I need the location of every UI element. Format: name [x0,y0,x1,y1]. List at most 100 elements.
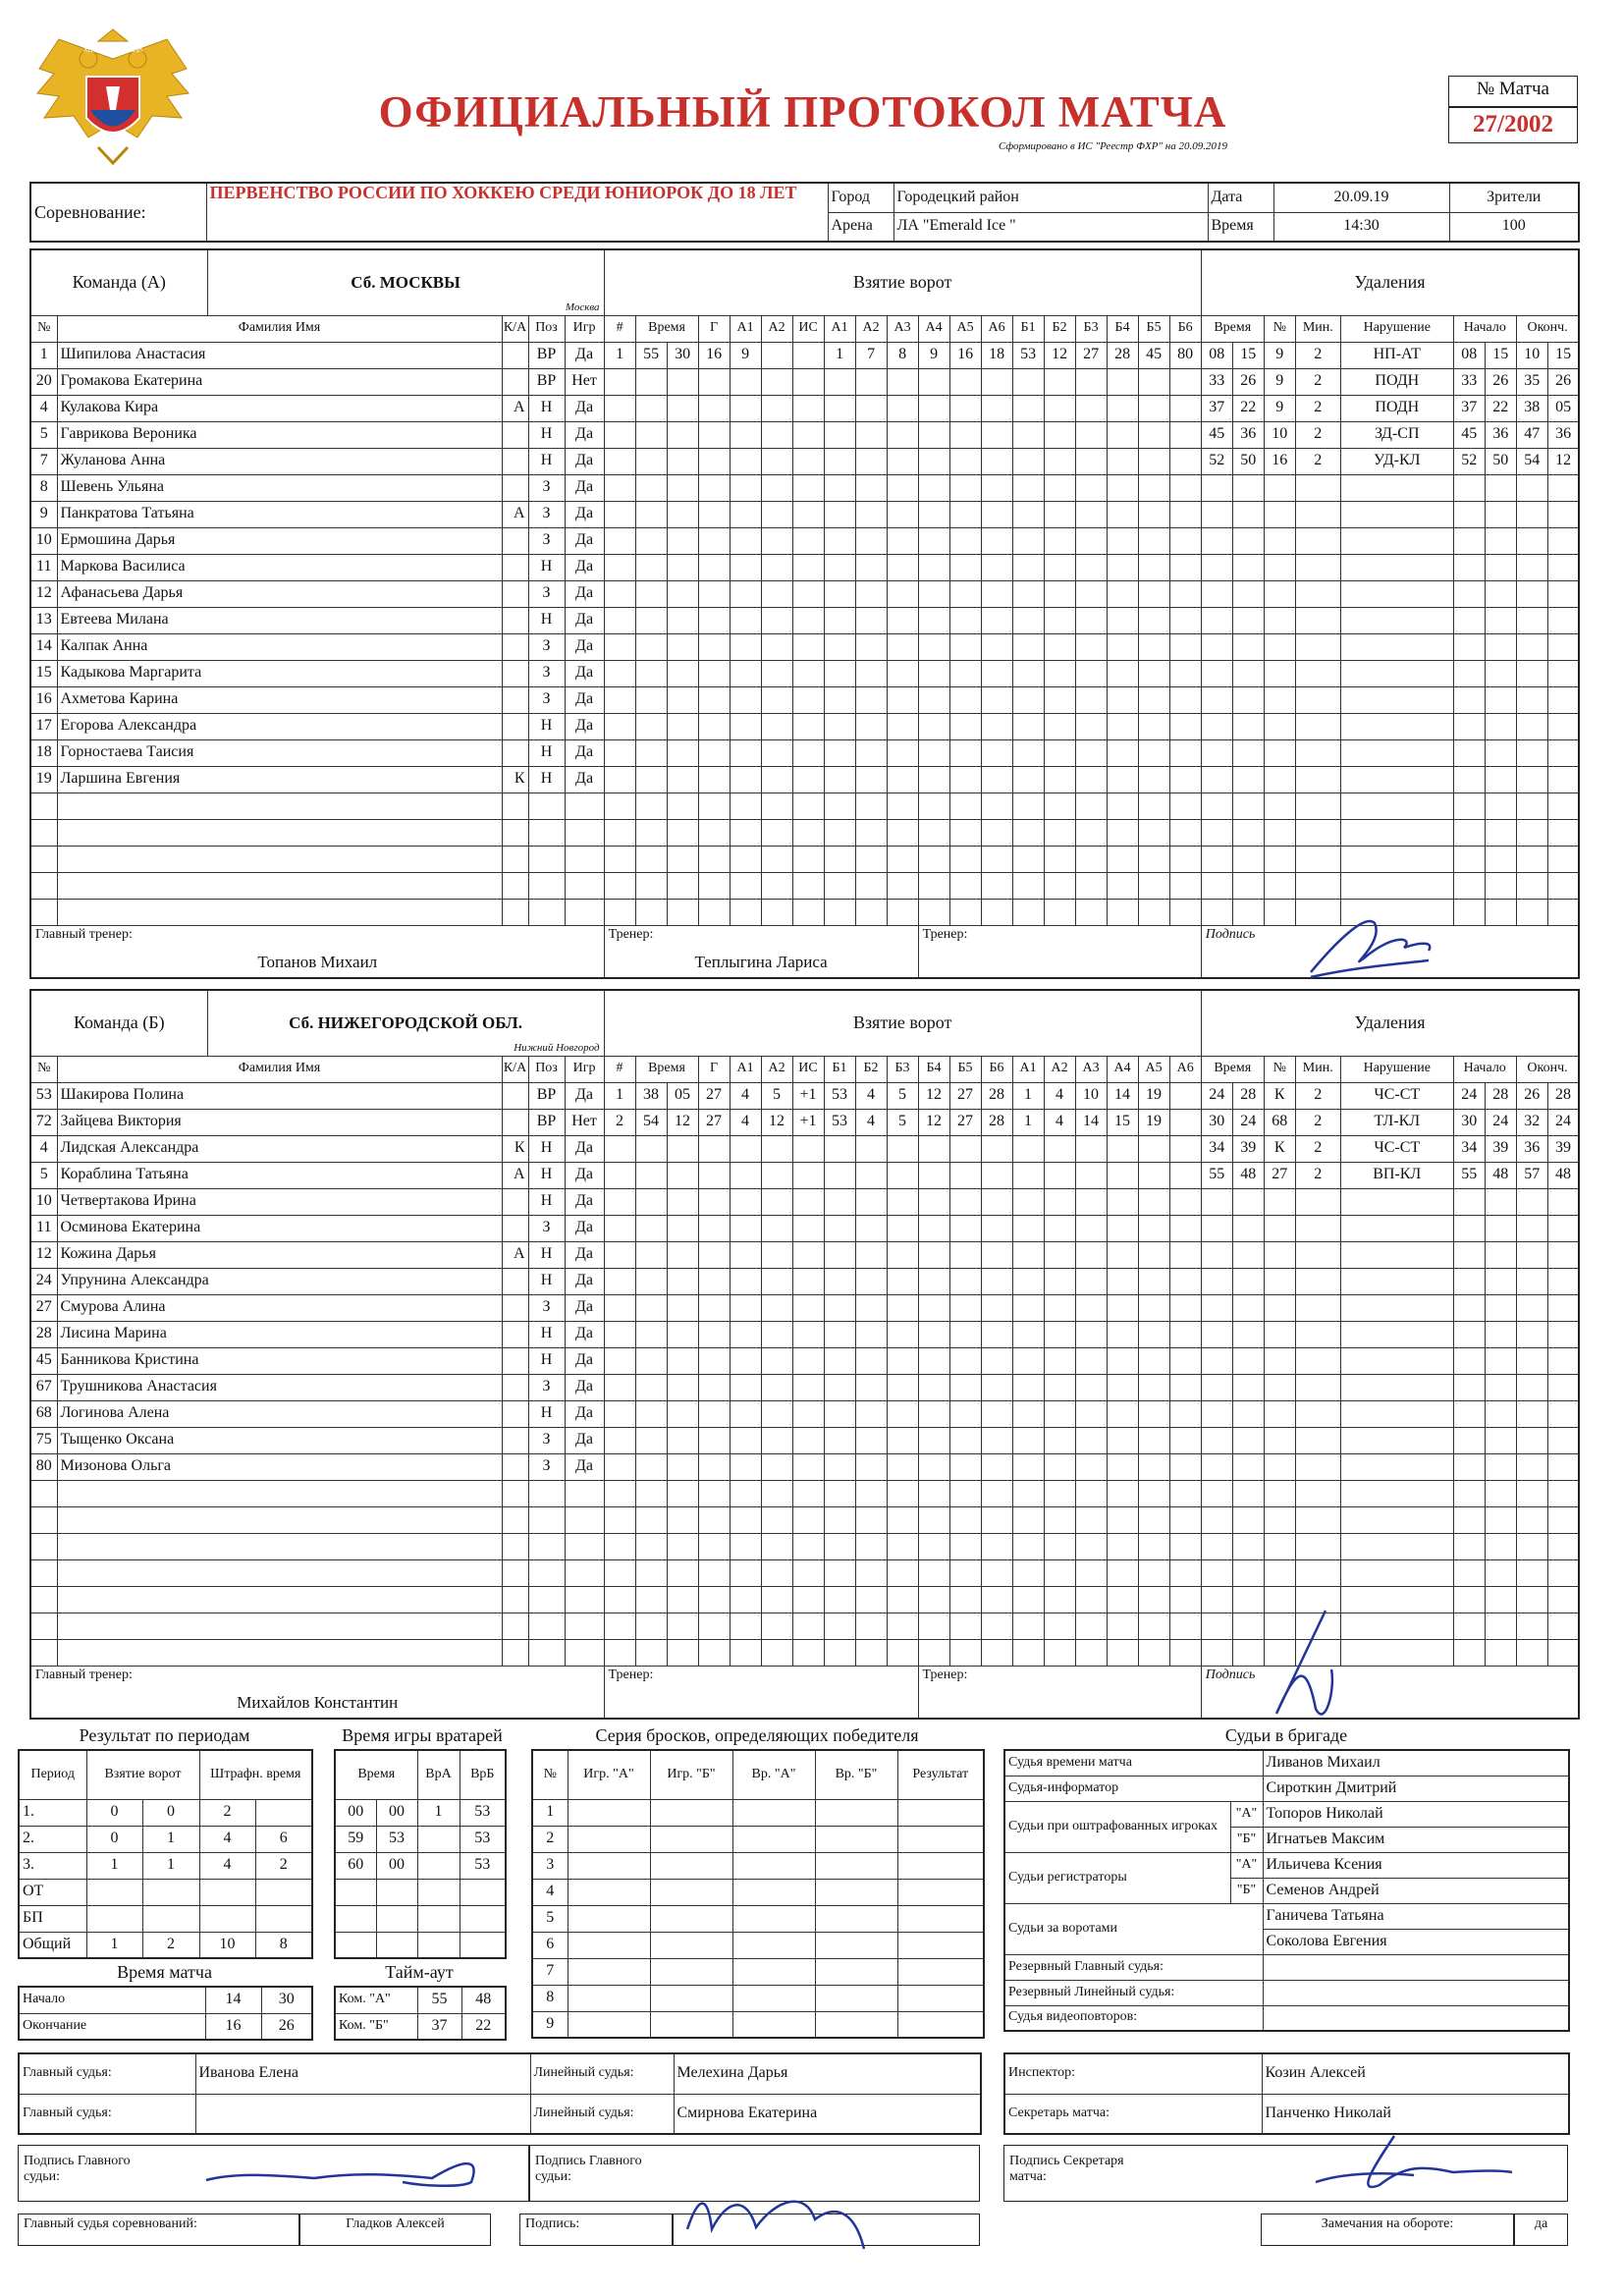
penalty-cell [1484,606,1517,634]
goal-cell [917,1320,950,1348]
goal-cell: 27 [948,1081,982,1110]
player-position: ВР [527,1081,566,1110]
attempt-number: 9 [531,2010,568,2039]
penalty-cell [1294,765,1341,793]
penalty-cell [1546,1320,1580,1348]
goal-cell [917,1267,950,1295]
penalty-cell: 28 [1546,1081,1580,1110]
player-played: Нет [564,367,605,396]
player-position: Н [527,394,566,422]
penalty-cell [1231,526,1265,555]
goal-cell [886,792,919,820]
goal-cell [1043,659,1076,687]
goalie-value: 53 [459,1825,507,1853]
player-position: ВР [527,367,566,396]
penalty-cell [1484,1240,1517,1269]
goal-cell: 19 [1137,1108,1170,1136]
player-role: А [501,1161,529,1189]
sign-area [673,2214,980,2246]
goal-cell [948,553,982,581]
player-position: З [527,526,566,555]
shootout-cell [731,1825,816,1853]
signature-box: Подпись Главного судьи: [529,2145,980,2202]
player-position: З [527,632,566,661]
penalty-cell: 15 [1231,341,1265,369]
table-row: ОТ [18,1878,313,1906]
goal-cell [1011,606,1045,634]
goal-cell [634,1373,668,1401]
penalty-cell: 2 [1294,447,1341,475]
penalty-cell: 24 [1200,1081,1233,1110]
penalty-cell: 39 [1484,1134,1517,1163]
table-row: Соколова Евгения [1004,1928,1570,1955]
goal-cell [854,1426,888,1454]
goal-cell [697,1452,731,1481]
goal-cell [1106,1612,1139,1640]
penalty-cell [1294,845,1341,873]
shootout-cell [649,1851,733,1880]
timeouts-cell: 48 [460,1986,507,2014]
goal-cell [1106,1161,1139,1189]
goal-cell [1074,526,1108,555]
goal-cell [980,1373,1013,1401]
goal-cell: 1 [603,1081,636,1110]
goal-cell [886,579,919,608]
penalty-cell [1294,632,1341,661]
player-position [527,1638,566,1667]
goal-cell [760,1320,793,1348]
signature-label: Подпись Секретаря матча: [1009,2154,1124,2184]
player-role [501,1558,529,1587]
goal-cell [854,898,888,926]
goal-cell [697,447,731,475]
table-row: Время ВрА ВрБ [334,1749,507,1800]
penalty-cell [1231,1187,1265,1216]
goal-cell [666,1558,699,1587]
penalty-cell [1339,1426,1454,1454]
goal-cell [948,845,982,873]
column-header: Начало [1452,1055,1517,1083]
goal-cell [729,1638,762,1667]
goal-cell [697,1293,731,1322]
goal-cell [1043,845,1076,873]
goal-cell [1137,1134,1170,1163]
player-position: З [527,1214,566,1242]
penalty-cell: 2 [1294,1134,1341,1163]
goal-cell [603,765,636,793]
goal-cell [603,526,636,555]
goal-cell [1137,898,1170,926]
table-row: Инспектор: Козин Алексей [1003,2052,1570,2095]
player-number: 1 [29,341,58,369]
player-position: Н [527,420,566,449]
goal-cell [729,447,762,475]
goal-cell [697,845,731,873]
goal-cell [760,1399,793,1428]
goal-cell [886,1240,919,1269]
goal-cell [886,765,919,793]
goal-cell [948,792,982,820]
player-played: Да [564,1399,605,1428]
player-played: Да [564,447,605,475]
player-played: Да [564,553,605,581]
goal-cell [854,500,888,528]
goal-cell [1106,659,1139,687]
goal-cell [603,606,636,634]
goal-cell [1074,712,1108,740]
goal-cell [1106,1558,1139,1587]
goal-cell [948,394,982,422]
goal-cell [603,1532,636,1560]
goal-cell [886,420,919,449]
goal-cell [980,579,1013,608]
goalies-title: Время игры вратарей [342,1725,503,1745]
goal-cell [697,632,731,661]
goal-cell: 1 [1011,1108,1045,1136]
column-header: К/А [501,1055,529,1083]
goal-cell [1074,845,1108,873]
player-played: Да [564,1293,605,1322]
goal-cell [1168,553,1202,581]
column-header: Игр [564,314,605,343]
match_time-title: Время матча [117,1962,212,1982]
table-row: 12 Афанасьева Дарья З Да [29,579,1580,608]
goal-cell [603,1320,636,1348]
goal-cell [854,1161,888,1189]
goal-cell [729,632,762,661]
